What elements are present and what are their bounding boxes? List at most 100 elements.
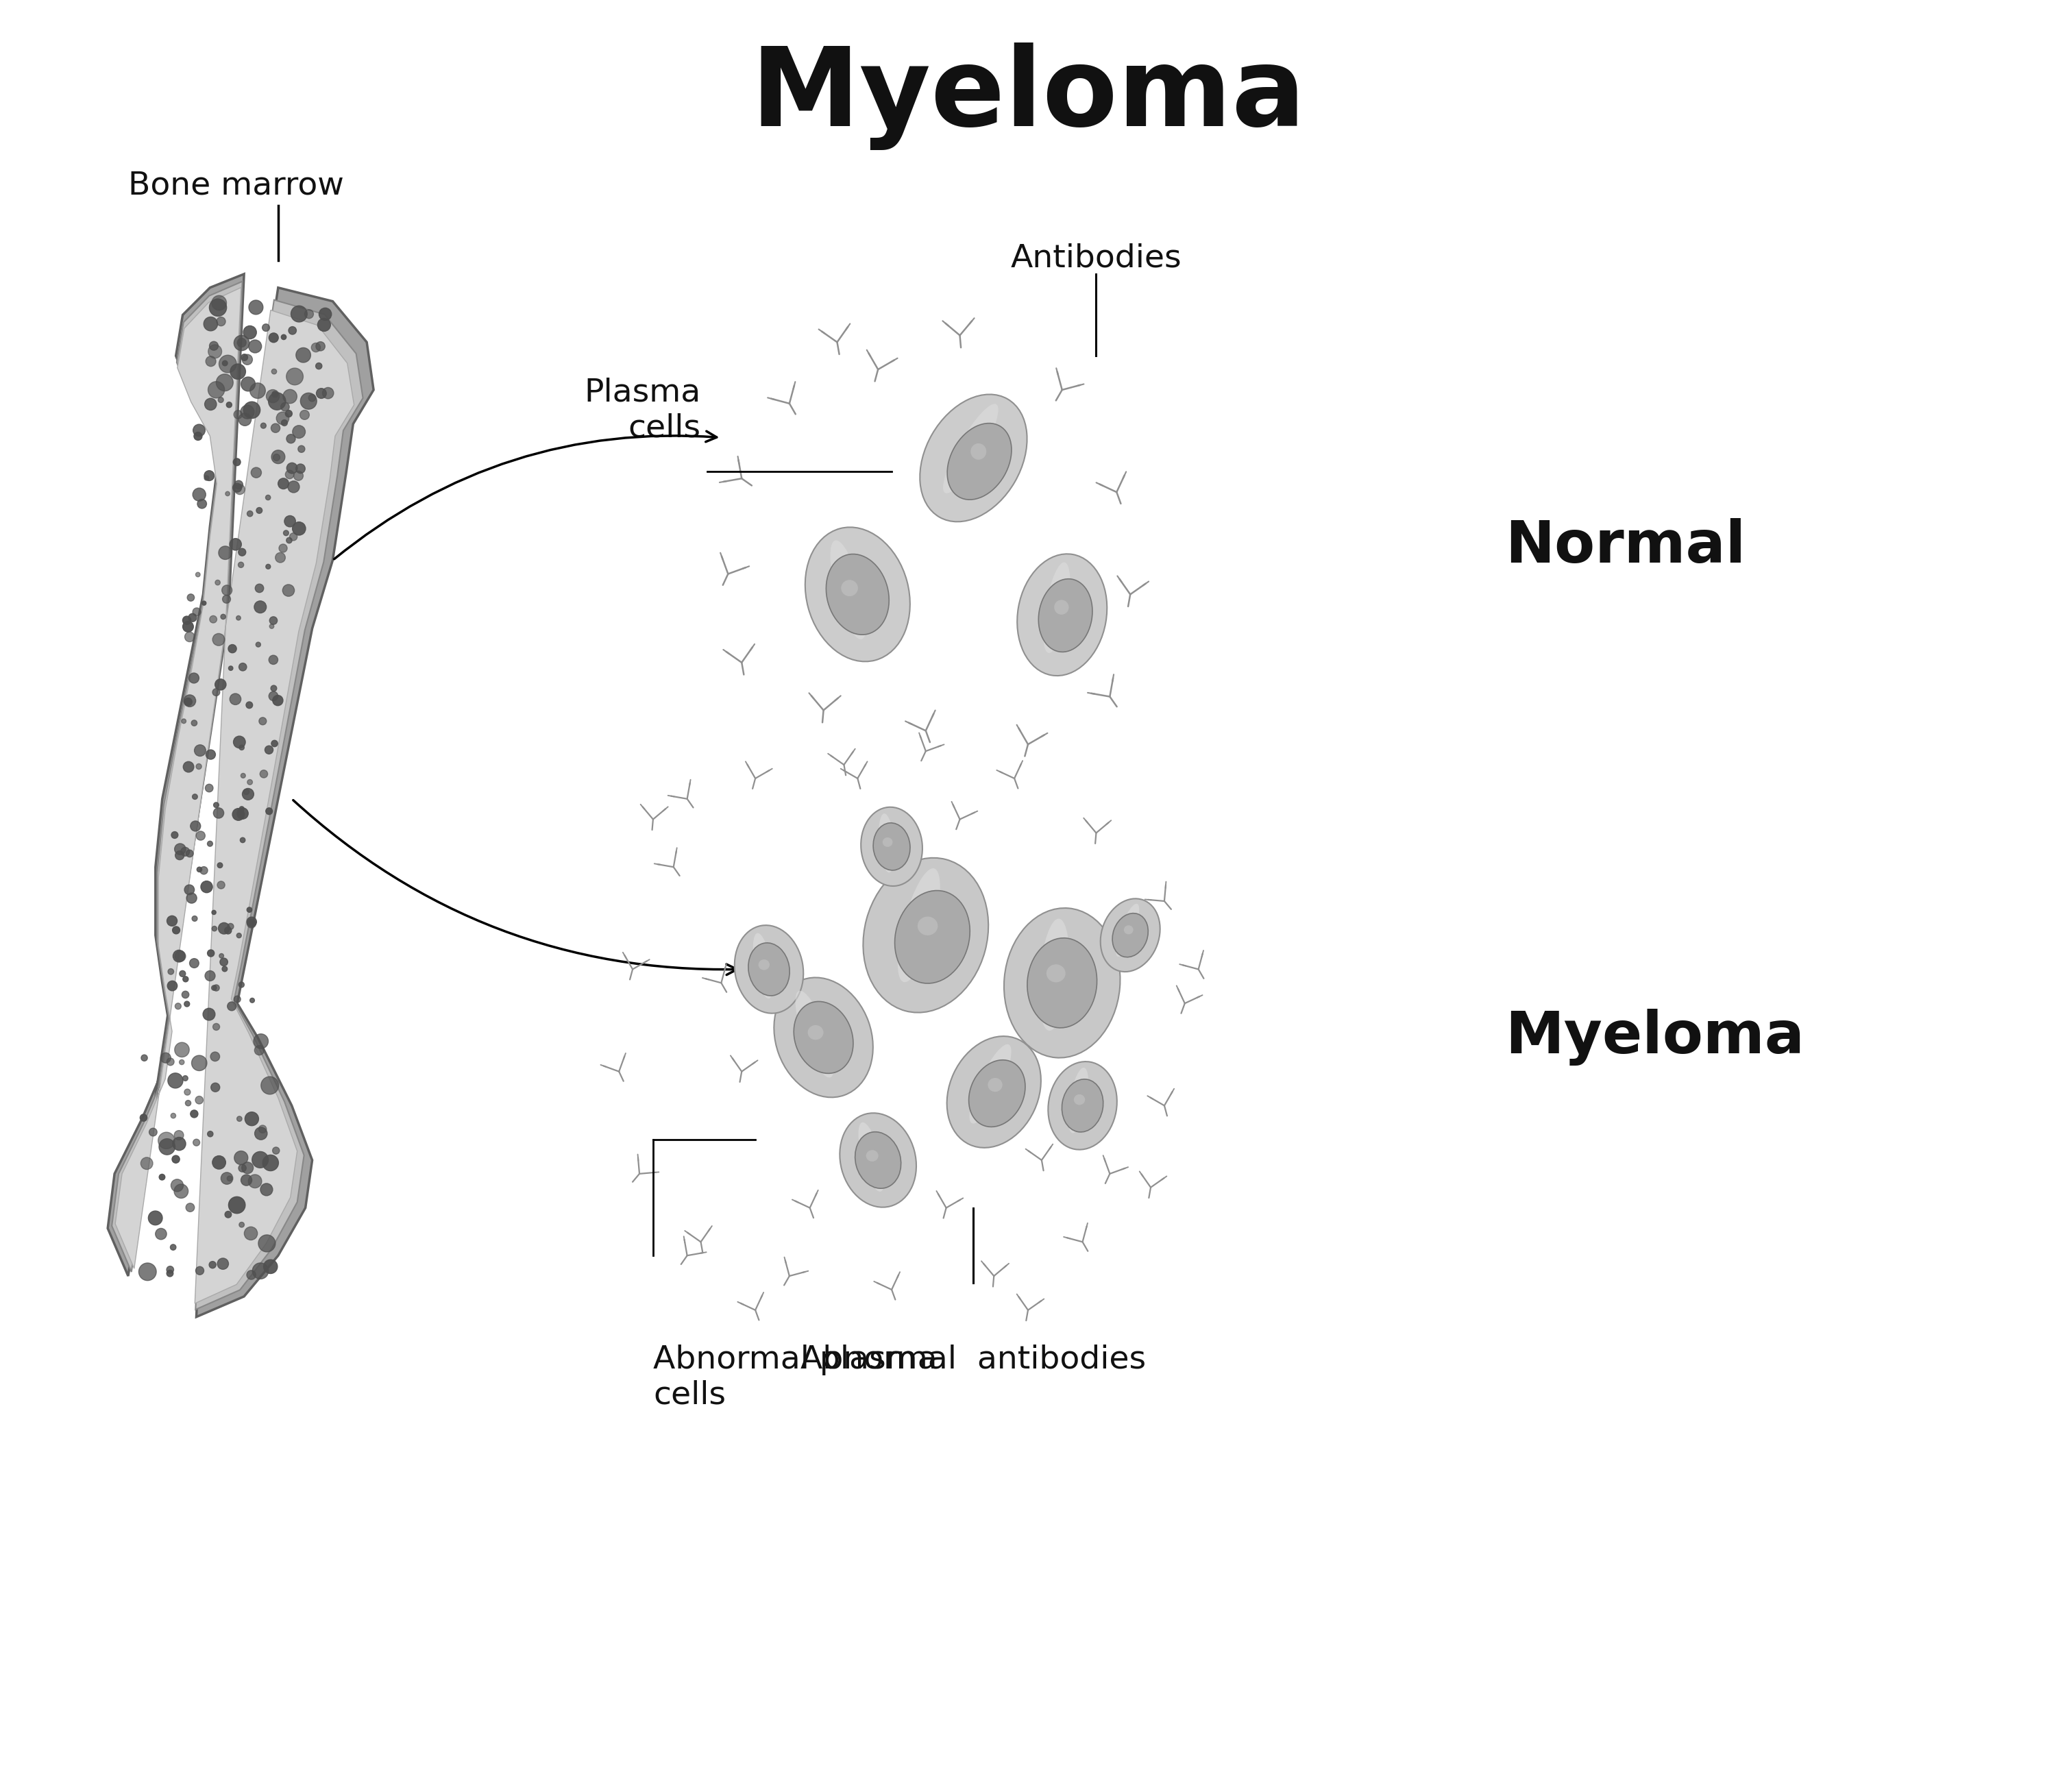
Circle shape xyxy=(206,357,216,366)
Circle shape xyxy=(183,622,193,633)
Circle shape xyxy=(255,600,267,613)
Circle shape xyxy=(193,425,206,437)
Circle shape xyxy=(183,762,193,772)
Circle shape xyxy=(241,837,245,842)
Circle shape xyxy=(201,882,212,892)
Circle shape xyxy=(263,1154,278,1170)
Circle shape xyxy=(167,916,177,926)
Circle shape xyxy=(175,1185,189,1199)
Circle shape xyxy=(216,581,220,584)
Circle shape xyxy=(269,624,273,629)
Circle shape xyxy=(173,1138,185,1150)
Circle shape xyxy=(183,695,195,706)
Circle shape xyxy=(216,317,226,326)
Ellipse shape xyxy=(855,1133,901,1188)
Ellipse shape xyxy=(948,423,1012,500)
Ellipse shape xyxy=(894,891,970,984)
Circle shape xyxy=(185,1002,189,1007)
Circle shape xyxy=(148,1211,162,1226)
Ellipse shape xyxy=(773,977,874,1097)
Circle shape xyxy=(185,1202,195,1211)
Circle shape xyxy=(220,953,224,959)
Circle shape xyxy=(183,1075,187,1081)
Circle shape xyxy=(241,376,255,391)
Circle shape xyxy=(228,1002,236,1011)
Circle shape xyxy=(234,484,245,495)
Text: Abnormal  antibodies: Abnormal antibodies xyxy=(800,1344,1145,1374)
Circle shape xyxy=(282,335,286,340)
Circle shape xyxy=(234,410,243,419)
Circle shape xyxy=(193,432,201,441)
Ellipse shape xyxy=(898,869,940,982)
Circle shape xyxy=(173,926,181,934)
Circle shape xyxy=(193,1140,199,1145)
Circle shape xyxy=(317,319,331,332)
Circle shape xyxy=(216,375,232,391)
Circle shape xyxy=(236,934,241,937)
Circle shape xyxy=(253,1263,269,1279)
Circle shape xyxy=(204,475,210,480)
Ellipse shape xyxy=(859,1122,884,1192)
Text: Antibodies: Antibodies xyxy=(1012,244,1182,274)
Circle shape xyxy=(187,593,195,600)
Circle shape xyxy=(204,317,218,332)
Circle shape xyxy=(197,867,201,873)
Circle shape xyxy=(247,919,255,928)
Circle shape xyxy=(195,1267,204,1274)
Ellipse shape xyxy=(987,1079,1003,1091)
Circle shape xyxy=(271,391,278,398)
Text: Bone marrow: Bone marrow xyxy=(127,170,343,201)
Circle shape xyxy=(290,532,298,541)
Circle shape xyxy=(261,423,265,428)
Circle shape xyxy=(271,423,280,432)
Circle shape xyxy=(265,389,280,403)
Circle shape xyxy=(249,1174,261,1188)
Circle shape xyxy=(206,398,216,410)
Circle shape xyxy=(282,403,290,410)
Circle shape xyxy=(234,480,243,489)
Circle shape xyxy=(236,808,249,819)
Ellipse shape xyxy=(1038,919,1069,1030)
Circle shape xyxy=(206,749,216,760)
Circle shape xyxy=(257,507,263,514)
Circle shape xyxy=(234,335,249,351)
Ellipse shape xyxy=(1018,554,1106,676)
Polygon shape xyxy=(107,274,374,1317)
Circle shape xyxy=(241,774,245,778)
Circle shape xyxy=(167,1057,175,1066)
Ellipse shape xyxy=(806,527,911,661)
Circle shape xyxy=(292,521,306,536)
Circle shape xyxy=(234,996,241,1002)
Circle shape xyxy=(232,459,241,466)
Circle shape xyxy=(185,1090,191,1095)
Circle shape xyxy=(189,959,199,968)
Circle shape xyxy=(218,547,232,559)
Circle shape xyxy=(276,412,290,425)
Ellipse shape xyxy=(1125,925,1133,934)
Circle shape xyxy=(210,1262,216,1269)
Circle shape xyxy=(140,1115,148,1122)
Circle shape xyxy=(255,642,261,647)
Ellipse shape xyxy=(861,806,923,885)
Circle shape xyxy=(216,679,226,690)
Ellipse shape xyxy=(839,1113,917,1208)
Circle shape xyxy=(243,326,257,339)
Circle shape xyxy=(208,344,222,358)
Circle shape xyxy=(243,788,253,799)
Ellipse shape xyxy=(759,959,769,969)
Circle shape xyxy=(210,1052,220,1061)
Circle shape xyxy=(204,471,214,480)
Text: Myeloma: Myeloma xyxy=(750,43,1306,151)
Circle shape xyxy=(191,1109,197,1118)
Circle shape xyxy=(265,495,271,500)
Circle shape xyxy=(269,392,286,410)
Circle shape xyxy=(255,1045,263,1055)
Circle shape xyxy=(171,1113,177,1118)
Circle shape xyxy=(167,1271,173,1276)
Circle shape xyxy=(214,808,224,819)
Ellipse shape xyxy=(1038,579,1092,652)
Ellipse shape xyxy=(878,814,894,873)
Ellipse shape xyxy=(796,991,835,1077)
Ellipse shape xyxy=(1047,964,1065,982)
Circle shape xyxy=(195,831,206,840)
